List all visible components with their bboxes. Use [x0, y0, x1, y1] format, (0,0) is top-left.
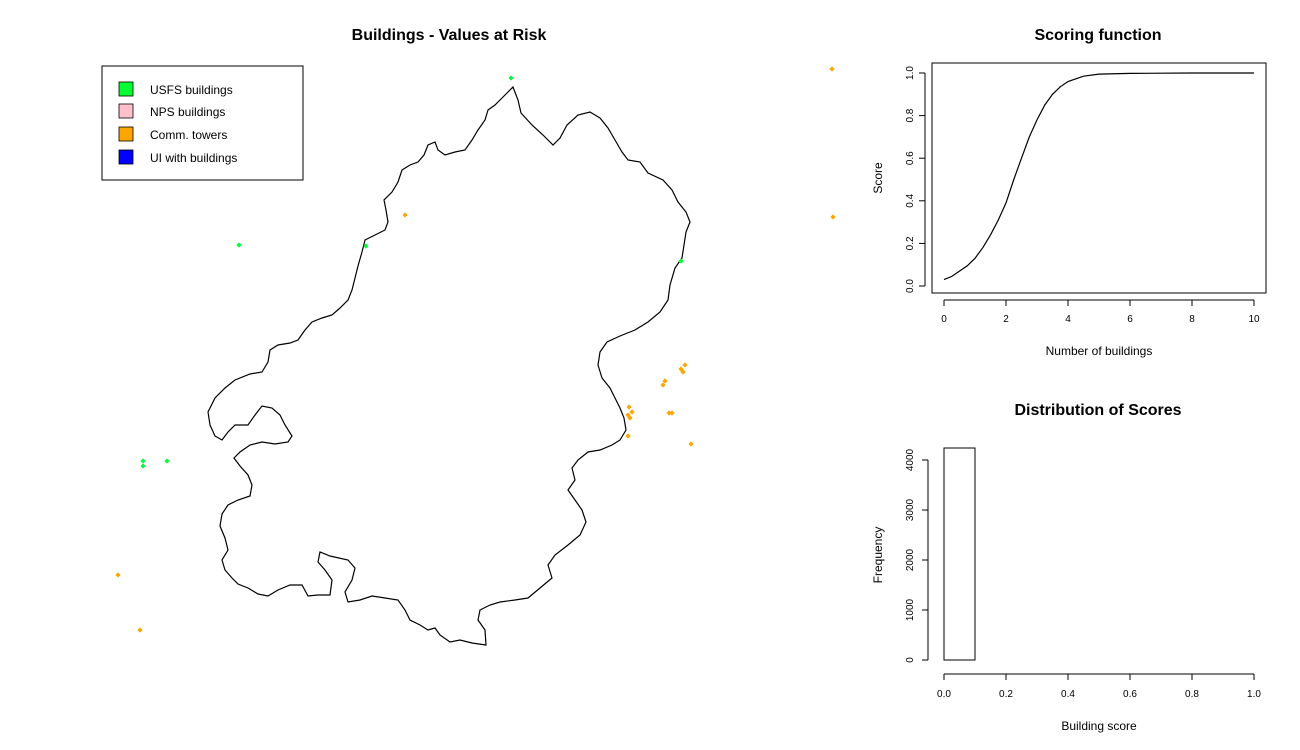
scoring-x-tick-label: 0 [941, 314, 947, 325]
map-point-usfs [363, 243, 369, 249]
histogram-x-tick-label: 0.8 [1185, 689, 1199, 700]
map-point-tower [666, 410, 672, 416]
histogram-x-label: Building score [1061, 719, 1137, 733]
histogram-bar [943, 447, 976, 661]
histogram-title: Distribution of Scores [1014, 402, 1181, 419]
histogram-bars [943, 447, 976, 661]
legend-swatch-usfs [118, 81, 134, 97]
histogram-y-tick-label: 0 [905, 657, 916, 663]
legend-label-usfs: USFS buildings [150, 83, 233, 97]
legend-swatch-towers [118, 126, 134, 142]
map-point-tower [669, 410, 675, 416]
histogram-x-tick-label: 0.4 [1061, 689, 1075, 700]
histogram-x-tick-label: 0.6 [1123, 689, 1137, 700]
histogram-y-tick-label: 2000 [905, 548, 916, 571]
boundary-outline [207, 85, 691, 646]
map-point-tower [625, 433, 631, 439]
scoring-x-tick-label: 8 [1189, 314, 1195, 325]
legend-box [101, 65, 304, 181]
map-point-tower [627, 415, 633, 421]
scoring-x-tick-label: 4 [1065, 314, 1071, 325]
scoring-x-tick-label: 10 [1248, 314, 1260, 325]
map-points [115, 66, 836, 633]
legend-label-towers: Comm. towers [150, 128, 227, 142]
map-point-tower [680, 369, 686, 375]
map-point-tower [660, 382, 666, 388]
score-curve [943, 72, 1254, 281]
map-point-tower [137, 627, 143, 633]
map-point-tower [688, 441, 694, 447]
map-point-tower [662, 378, 668, 384]
map-point-tower [626, 404, 632, 410]
map-point-tower [629, 409, 635, 415]
histogram-y-tick-label: 1000 [905, 598, 916, 621]
histogram-x-tick-label: 0.2 [999, 689, 1013, 700]
histogram-y-tick-label: 4000 [905, 448, 916, 471]
map-point-usfs [236, 242, 242, 248]
histogram-y-tick-label: 3000 [905, 498, 916, 521]
scoring-y-label: Score [871, 162, 885, 194]
map-panel: Buildings - Values at Risk USFS building… [101, 27, 836, 646]
scoring-y-tick-label: 0.6 [905, 151, 916, 165]
map-point-usfs [678, 258, 684, 264]
scoring-y-tick-label: 1.0 [905, 66, 916, 80]
scoring-y-axis: 0.0 0.2 0.4 0.6 0.8 1.0 [905, 66, 926, 293]
scoring-x-tick-label: 2 [1003, 314, 1009, 325]
map-point-tower [830, 214, 836, 220]
histogram-x-axis: 0.0 0.2 0.4 0.6 0.8 1.0 [937, 673, 1261, 700]
histogram-y-axis: 0 1000 2000 3000 4000 [905, 448, 929, 663]
map-legend: USFS buildings NPS buildings Comm. tower… [101, 65, 304, 181]
scoring-y-tick-label: 0.0 [905, 279, 916, 293]
scoring-x-label: Number of buildings [1046, 344, 1153, 358]
histogram-x-tick-label: 1.0 [1247, 689, 1261, 700]
histogram-y-label: Frequency [871, 527, 885, 584]
scoring-panel: Scoring function 0 2 4 6 8 10 0.0 0.2 0.4 0.6 0.8… [871, 27, 1267, 358]
map-point-usfs [140, 463, 146, 469]
legend-label-ui: UI with buildings [150, 151, 237, 165]
scoring-y-tick-label: 0.2 [905, 236, 916, 250]
map-point-usfs [164, 458, 170, 464]
map-point-tower [682, 362, 688, 368]
scoring-x-tick-label: 6 [1127, 314, 1133, 325]
map-point-tower [115, 572, 121, 578]
map-point-usfs [508, 75, 514, 81]
map-point-tower [829, 66, 835, 72]
map-point-tower [402, 212, 408, 218]
legend-swatch-ui [118, 149, 134, 165]
scoring-plot-box [931, 62, 1267, 294]
histogram-x-tick-label: 0.0 [937, 689, 951, 700]
histogram-panel: Distribution of Scores 0.0 0.2 0.4 0.6 0.8 1.… [871, 402, 1261, 733]
scoring-y-tick-label: 0.8 [905, 108, 916, 122]
map-point-usfs [140, 458, 146, 464]
scoring-y-tick-label: 0.4 [905, 193, 916, 207]
scoring-x-axis: 0 2 4 6 8 10 [941, 299, 1260, 325]
legend-swatch-nps [118, 103, 134, 119]
legend-label-nps: NPS buildings [150, 105, 225, 119]
scoring-title: Scoring function [1034, 27, 1161, 44]
map-title: Buildings - Values at Risk [352, 27, 547, 44]
